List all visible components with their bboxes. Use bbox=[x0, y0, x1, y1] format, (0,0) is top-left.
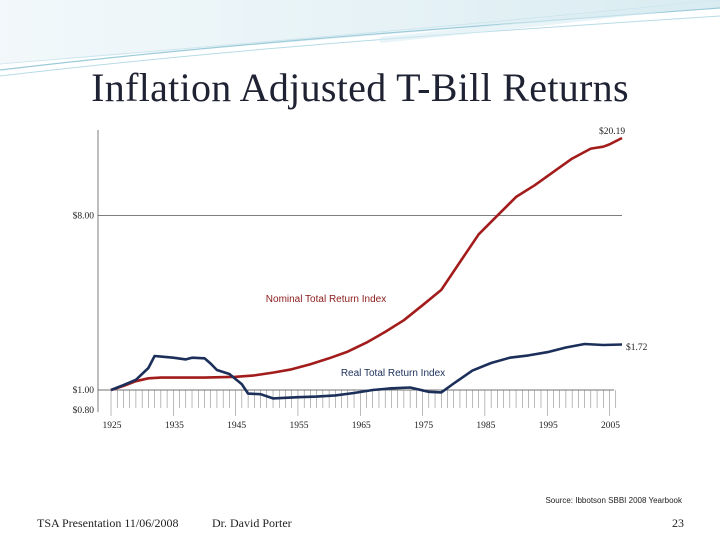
chart-labels: $0.80 $1.00 $8.00 1925 1935 1945 1955 1965 1975 1… bbox=[73, 126, 648, 431]
y-tick-label: $8.00 bbox=[73, 211, 95, 222]
source-note: Source: Ibbotson SBBI 2008 Yearbook bbox=[545, 496, 682, 505]
real-series-label: Real Total Return Index bbox=[341, 368, 445, 379]
x-tick-label: 1995 bbox=[539, 421, 558, 431]
real-series-line bbox=[110, 342, 623, 400]
footer-presenter: Dr. David Porter bbox=[212, 516, 292, 530]
y-tick-label: $1.00 bbox=[73, 385, 95, 396]
x-tick-label: 2005 bbox=[601, 421, 620, 431]
y-tick-label: $0.80 bbox=[73, 405, 95, 416]
x-tick-label: 1935 bbox=[165, 421, 184, 431]
footer-presentation: TSA Presentation 11/06/2008 bbox=[37, 516, 179, 530]
x-tick-label: 1985 bbox=[476, 421, 495, 431]
x-tick-label: 1965 bbox=[352, 421, 371, 431]
x-tick-label: 1955 bbox=[289, 421, 308, 431]
x-tick-label: 1945 bbox=[227, 421, 246, 431]
end-label-real: $1.72 bbox=[626, 342, 648, 353]
x-tick-label: 1975 bbox=[414, 421, 433, 431]
nominal-series-line bbox=[110, 136, 623, 392]
end-label-nominal: $20.19 bbox=[599, 126, 625, 137]
header-decoration bbox=[0, 0, 720, 77]
x-tick-label: 1925 bbox=[103, 421, 122, 431]
slide-title: Inflation Adjusted T-Bill Returns bbox=[91, 65, 629, 110]
nominal-series-label: Nominal Total Return Index bbox=[266, 294, 386, 305]
page-number: 23 bbox=[672, 516, 684, 530]
series-lines bbox=[110, 136, 623, 400]
